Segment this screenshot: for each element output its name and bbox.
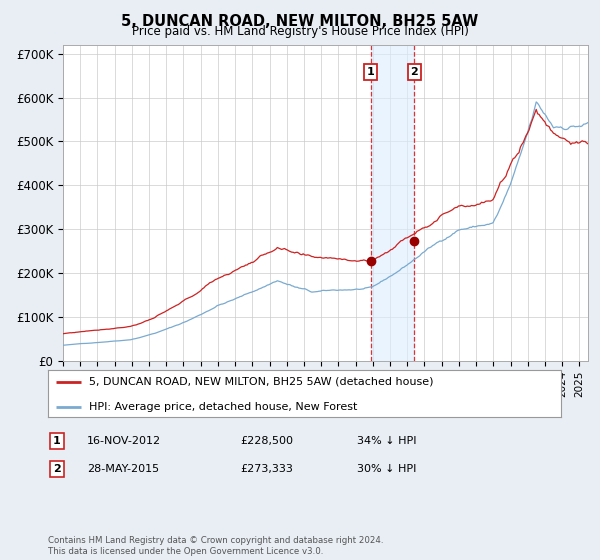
Text: HPI: Average price, detached house, New Forest: HPI: Average price, detached house, New … bbox=[89, 402, 358, 412]
Text: 1: 1 bbox=[367, 67, 374, 77]
Text: 1: 1 bbox=[53, 436, 61, 446]
Text: Price paid vs. HM Land Registry's House Price Index (HPI): Price paid vs. HM Land Registry's House … bbox=[131, 25, 469, 38]
Text: 2: 2 bbox=[53, 464, 61, 474]
Text: 16-NOV-2012: 16-NOV-2012 bbox=[87, 436, 161, 446]
Bar bbox=[371, 45, 415, 361]
Text: 5, DUNCAN ROAD, NEW MILTON, BH25 5AW (detached house): 5, DUNCAN ROAD, NEW MILTON, BH25 5AW (de… bbox=[89, 376, 434, 386]
Text: 30% ↓ HPI: 30% ↓ HPI bbox=[357, 464, 416, 474]
Text: 28-MAY-2015: 28-MAY-2015 bbox=[87, 464, 159, 474]
Text: 34% ↓ HPI: 34% ↓ HPI bbox=[357, 436, 416, 446]
Text: £228,500: £228,500 bbox=[240, 436, 293, 446]
Text: £273,333: £273,333 bbox=[240, 464, 293, 474]
Text: Contains HM Land Registry data © Crown copyright and database right 2024.
This d: Contains HM Land Registry data © Crown c… bbox=[48, 536, 383, 556]
Text: 2: 2 bbox=[410, 67, 418, 77]
Text: 5, DUNCAN ROAD, NEW MILTON, BH25 5AW: 5, DUNCAN ROAD, NEW MILTON, BH25 5AW bbox=[121, 14, 479, 29]
